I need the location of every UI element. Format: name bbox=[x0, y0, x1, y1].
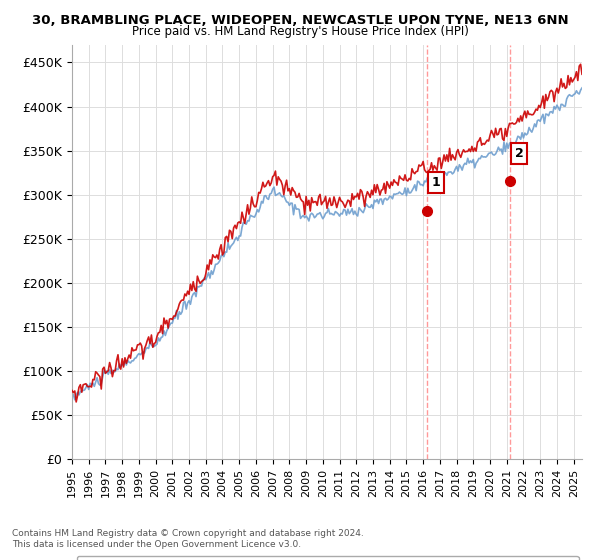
Text: Price paid vs. HM Land Registry's House Price Index (HPI): Price paid vs. HM Land Registry's House … bbox=[131, 25, 469, 38]
Text: 1: 1 bbox=[431, 176, 440, 189]
Legend: 30, BRAMBLING PLACE, WIDEOPEN, NEWCASTLE UPON TYNE, NE13 6NN (detached hous, HPI: 30, BRAMBLING PLACE, WIDEOPEN, NEWCASTLE… bbox=[77, 556, 578, 560]
Text: 30, BRAMBLING PLACE, WIDEOPEN, NEWCASTLE UPON TYNE, NE13 6NN: 30, BRAMBLING PLACE, WIDEOPEN, NEWCASTLE… bbox=[32, 14, 568, 27]
Text: 2: 2 bbox=[515, 147, 523, 160]
Text: Contains HM Land Registry data © Crown copyright and database right 2024.
This d: Contains HM Land Registry data © Crown c… bbox=[12, 529, 364, 549]
